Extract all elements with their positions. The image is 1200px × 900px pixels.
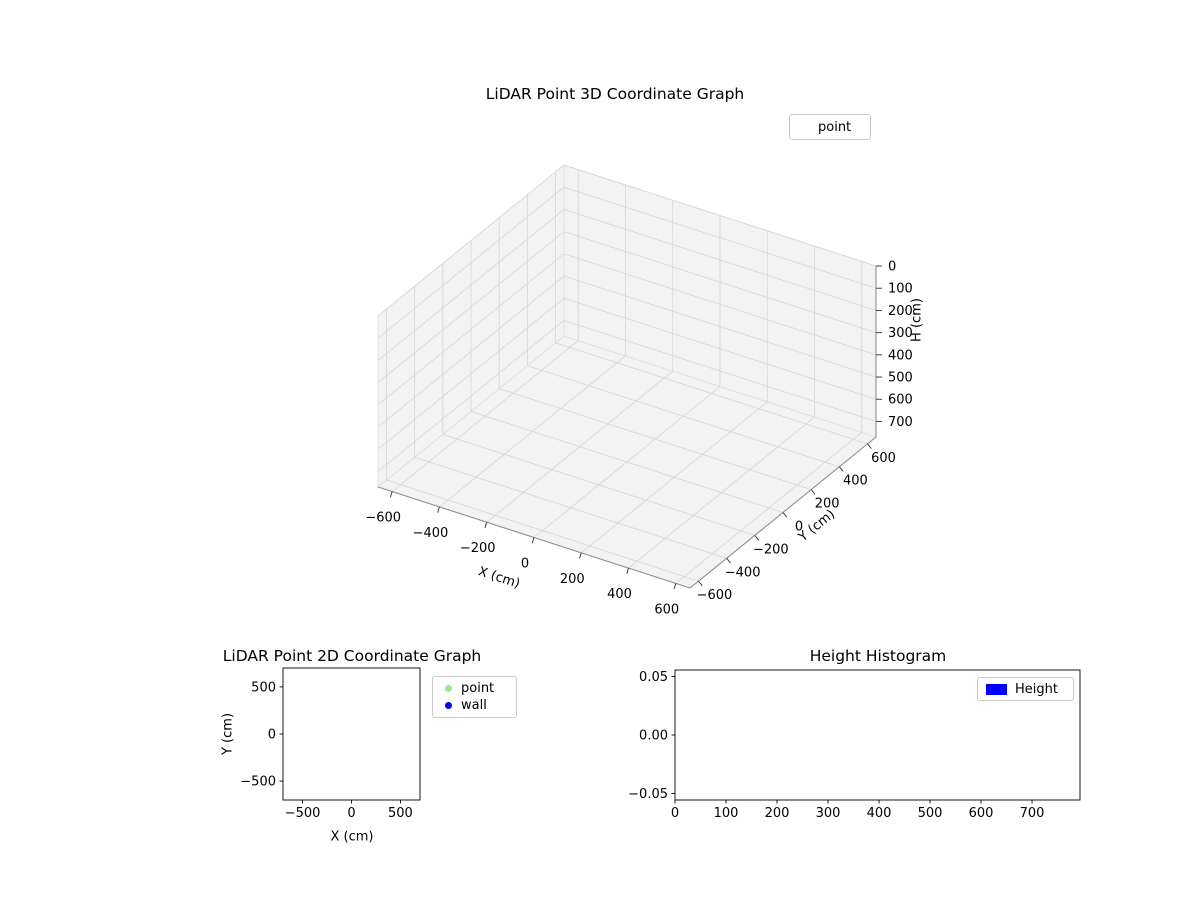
svg-text:0: 0 [347, 806, 355, 821]
svg-text:300: 300 [816, 806, 841, 821]
svg-text:−200: −200 [460, 541, 496, 556]
svg-text:400: 400 [607, 587, 632, 602]
svg-text:0.05: 0.05 [639, 670, 668, 685]
svg-text:400: 400 [867, 806, 892, 821]
histogram-legend: Height [977, 677, 1074, 701]
svg-text:−600: −600 [365, 511, 401, 526]
svg-text:500: 500 [388, 806, 413, 821]
plot3d-legend-point-label: point [818, 119, 852, 135]
plot2d-title: LiDAR Point 2D Coordinate Graph [222, 647, 482, 665]
svg-text:0: 0 [268, 728, 276, 743]
svg-text:200: 200 [560, 572, 585, 587]
svg-text:−600: −600 [697, 588, 733, 603]
histogram-title: Height Histogram [809, 647, 947, 665]
svg-text:600: 600 [871, 451, 896, 466]
plot2d-legend-wall-label: wall [461, 698, 487, 713]
svg-text:−500: −500 [285, 806, 321, 821]
svg-text:700: 700 [1020, 806, 1045, 821]
plot3d-zaxis-label: H (cm) [909, 298, 925, 342]
svg-text:500: 500 [918, 806, 943, 821]
svg-text:0: 0 [795, 520, 803, 535]
svg-text:−400: −400 [725, 565, 761, 580]
svg-text:0: 0 [521, 557, 529, 572]
plot3d-title: LiDAR Point 3D Coordinate Graph [485, 85, 745, 103]
histogram-legend-height-label: Height [1015, 681, 1058, 697]
svg-text:200: 200 [888, 304, 913, 319]
svg-text:100: 100 [888, 282, 913, 297]
legend-entry-wall: wall [441, 698, 508, 713]
plot2d-legend-point-label: point [461, 681, 495, 696]
svg-text:0: 0 [671, 806, 679, 821]
svg-text:−0.05: −0.05 [628, 787, 668, 802]
legend-entry-point: point [441, 681, 508, 696]
svg-text:300: 300 [888, 326, 913, 341]
svg-text:500: 500 [251, 680, 276, 695]
wall-marker-icon [445, 702, 452, 709]
plot2d-yaxis-label: Y (cm) [220, 712, 236, 756]
svg-text:0.00: 0.00 [639, 729, 668, 744]
svg-text:400: 400 [888, 348, 913, 363]
plot2d-legend: point wall [432, 676, 517, 718]
point-marker-icon [445, 685, 452, 692]
svg-text:600: 600 [888, 393, 913, 408]
svg-text:700: 700 [888, 415, 913, 430]
empty-scatter-marker-icon [790, 127, 818, 128]
svg-text:600: 600 [969, 806, 994, 821]
svg-text:−500: −500 [240, 775, 276, 790]
plot3d-legend: point [789, 114, 871, 140]
svg-text:−400: −400 [413, 526, 449, 541]
plot2d-xaxis-label: X (cm) [330, 829, 374, 845]
svg-text:600: 600 [654, 602, 679, 617]
svg-text:200: 200 [765, 806, 790, 821]
height-patch-icon [986, 683, 1007, 695]
svg-text:100: 100 [714, 806, 739, 821]
svg-text:0: 0 [888, 260, 896, 275]
svg-text:200: 200 [815, 497, 840, 512]
svg-text:500: 500 [888, 371, 913, 386]
svg-text:400: 400 [843, 474, 868, 489]
svg-text:−200: −200 [753, 542, 789, 557]
